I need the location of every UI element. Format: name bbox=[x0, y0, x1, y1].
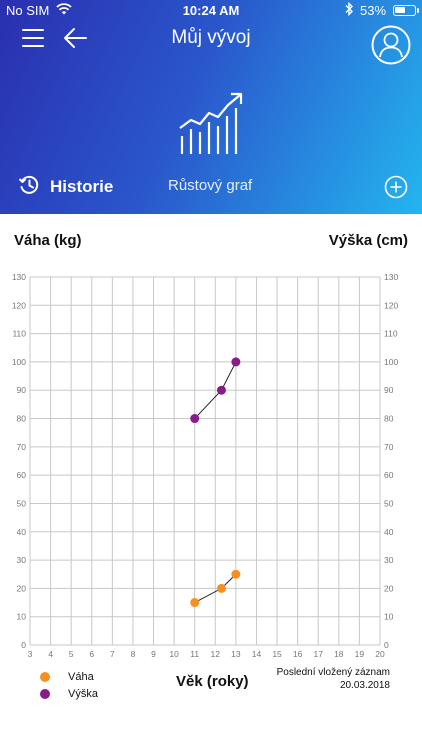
history-icon bbox=[18, 174, 40, 201]
y-tick-label-left: 90 bbox=[17, 385, 27, 395]
x-tick-label: 15 bbox=[272, 649, 282, 659]
x-tick-label: 12 bbox=[211, 649, 221, 659]
status-bar: No SIM 10:24 AM 53% bbox=[0, 0, 422, 22]
x-tick-label: 14 bbox=[252, 649, 262, 659]
y-tick-label-left: 70 bbox=[17, 442, 27, 452]
y-tick-label-right: 10 bbox=[384, 612, 394, 622]
x-tick-label: 17 bbox=[314, 649, 324, 659]
y-axis-right-title: Výška (cm) bbox=[328, 232, 408, 249]
x-tick-label: 20 bbox=[375, 649, 385, 659]
y-tick-label-right: 0 bbox=[384, 640, 389, 650]
y-tick-label-right: 100 bbox=[384, 357, 398, 367]
x-tick-label: 10 bbox=[169, 649, 179, 659]
y-tick-label-left: 120 bbox=[12, 300, 26, 310]
legend-label-height: Výška bbox=[68, 687, 98, 700]
y-tick-label-right: 20 bbox=[384, 583, 394, 593]
x-tick-label: 16 bbox=[293, 649, 303, 659]
y-tick-label-right: 70 bbox=[384, 442, 394, 452]
history-label: Historie bbox=[50, 177, 114, 196]
legend-item-height: Výška bbox=[40, 685, 98, 702]
last-record-info: Poslední vložený záznam 20.03.2018 bbox=[277, 666, 390, 692]
y-tick-label-right: 80 bbox=[384, 414, 394, 424]
y-tick-label-right: 130 bbox=[384, 272, 398, 282]
plus-circle-icon bbox=[384, 175, 408, 199]
x-tick-label: 5 bbox=[69, 649, 74, 659]
chart-legend: Váha Výška bbox=[40, 668, 98, 702]
last-record-date: 20.03.2018 bbox=[339, 680, 390, 691]
x-tick-label: 3 bbox=[28, 649, 33, 659]
y-tick-label-left: 130 bbox=[12, 272, 26, 282]
legend-label-weight: Váha bbox=[68, 670, 94, 683]
y-tick-label-left: 10 bbox=[17, 612, 27, 622]
x-tick-label: 13 bbox=[231, 649, 241, 659]
y-tick-label-right: 90 bbox=[384, 385, 394, 395]
y-tick-label-right: 60 bbox=[384, 470, 394, 480]
bluetooth-icon bbox=[344, 1, 354, 19]
x-tick-label: 9 bbox=[151, 649, 156, 659]
data-point-1 bbox=[190, 414, 200, 424]
y-tick-label-left: 0 bbox=[21, 640, 26, 650]
data-point-0 bbox=[216, 583, 226, 593]
y-tick-label-left: 20 bbox=[17, 583, 27, 593]
page-title: Můj vývoj bbox=[171, 27, 251, 48]
legend-dot-weight bbox=[40, 671, 50, 682]
y-tick-label-right: 30 bbox=[384, 555, 394, 565]
x-axis-title: Věk (roky) bbox=[176, 673, 249, 690]
profile-avatar-icon[interactable] bbox=[371, 25, 411, 65]
legend-item-weight: Váha bbox=[40, 668, 98, 685]
y-tick-label-right: 50 bbox=[384, 498, 394, 508]
y-tick-label-right: 120 bbox=[384, 300, 398, 310]
y-tick-label-left: 30 bbox=[17, 555, 27, 565]
y-tick-label-right: 40 bbox=[384, 527, 394, 537]
carrier-label: No SIM bbox=[6, 3, 50, 18]
menu-button[interactable] bbox=[22, 28, 44, 48]
add-record-button[interactable] bbox=[384, 175, 408, 199]
growth-graph-icon bbox=[178, 92, 244, 156]
y-tick-label-left: 80 bbox=[17, 414, 27, 424]
data-point-0 bbox=[231, 569, 241, 579]
tab-growth-chart[interactable]: Růstový graf bbox=[168, 177, 253, 194]
y-tick-label-left: 60 bbox=[17, 470, 27, 480]
x-tick-label: 6 bbox=[89, 649, 94, 659]
clock: 10:24 AM bbox=[182, 3, 240, 18]
data-point-0 bbox=[190, 598, 200, 608]
wifi-icon bbox=[56, 2, 72, 19]
battery-percent: 53% bbox=[360, 3, 387, 18]
y-tick-label-left: 40 bbox=[17, 527, 27, 537]
y-tick-label-left: 110 bbox=[12, 329, 26, 339]
history-button[interactable]: Historie bbox=[18, 174, 113, 200]
x-tick-label: 8 bbox=[131, 649, 136, 659]
data-point-1 bbox=[216, 385, 226, 395]
last-record-label: Poslední vložený záznam bbox=[276, 667, 390, 678]
y-axis-left-title: Váha (kg) bbox=[14, 232, 82, 249]
y-tick-label-right: 110 bbox=[384, 329, 398, 339]
x-tick-label: 7 bbox=[110, 649, 115, 659]
y-tick-label-left: 50 bbox=[17, 498, 27, 508]
x-tick-label: 4 bbox=[48, 649, 53, 659]
x-tick-label: 19 bbox=[355, 649, 365, 659]
x-tick-label: 18 bbox=[334, 649, 344, 659]
y-tick-label-left: 100 bbox=[12, 357, 26, 367]
battery-icon bbox=[393, 5, 419, 16]
x-tick-label: 11 bbox=[190, 649, 199, 659]
app-header: No SIM 10:24 AM 53% Můj vývoj bbox=[0, 0, 422, 214]
data-point-1 bbox=[231, 357, 241, 367]
legend-dot-height bbox=[40, 688, 50, 699]
back-arrow-icon[interactable] bbox=[62, 27, 88, 49]
